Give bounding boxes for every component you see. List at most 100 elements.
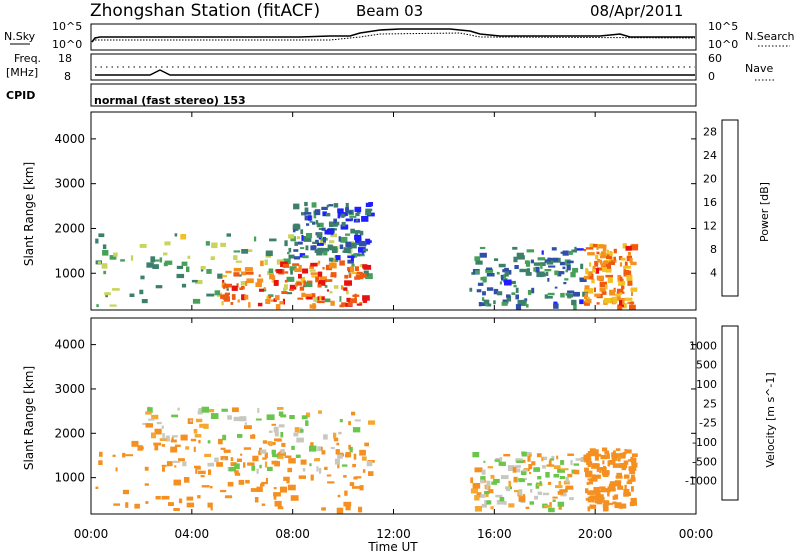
echo-cell xyxy=(209,485,213,489)
echo-cell xyxy=(239,287,243,290)
echo-cell xyxy=(607,277,613,283)
echo-cell xyxy=(113,252,118,257)
echo-cell xyxy=(496,271,500,275)
echo-cell xyxy=(630,477,636,482)
echo-cell xyxy=(350,257,354,261)
echo-cell xyxy=(588,271,593,276)
echo-cell xyxy=(490,474,495,479)
echo-cell xyxy=(630,497,637,503)
echo-cell xyxy=(553,473,560,478)
echo-cell xyxy=(228,467,236,472)
echo-cell xyxy=(193,428,198,434)
echo-cell xyxy=(548,265,556,268)
echo-cell xyxy=(310,272,318,275)
echo-cell xyxy=(612,495,616,500)
beam-label: Beam 03 xyxy=(356,2,423,20)
echo-cell xyxy=(560,292,565,298)
echo-cell xyxy=(508,270,512,275)
echo-cell xyxy=(206,409,215,413)
echo-cell xyxy=(109,304,117,307)
echo-cell xyxy=(147,407,153,413)
echo-cell xyxy=(485,269,494,273)
echo-cell xyxy=(339,304,344,308)
echo-cell xyxy=(344,280,352,286)
echo-cell xyxy=(597,267,605,271)
echo-cell xyxy=(478,261,482,264)
echo-cell xyxy=(352,463,356,468)
echo-cell xyxy=(565,488,568,493)
echo-cell xyxy=(536,482,543,485)
echo-cell xyxy=(626,275,633,281)
echo-cell xyxy=(603,508,608,512)
echo-cell xyxy=(531,287,535,294)
echo-cell xyxy=(277,455,284,459)
echo-cell xyxy=(341,464,348,467)
echo-cell xyxy=(345,233,351,236)
echo-cell xyxy=(261,481,268,485)
echo-cell xyxy=(333,437,339,442)
echo-cell xyxy=(522,469,528,472)
echo-cell xyxy=(201,485,210,488)
echo-cell xyxy=(527,268,530,274)
echo-cell xyxy=(537,483,543,487)
echo-cell xyxy=(273,492,281,497)
echo-cell xyxy=(485,493,489,497)
echo-cell xyxy=(293,432,299,437)
echo-cell xyxy=(336,442,340,446)
echo-cell xyxy=(580,263,584,270)
echo-cell xyxy=(328,204,334,207)
echo-cell xyxy=(197,495,201,499)
echo-cell xyxy=(237,299,240,303)
echo-cell xyxy=(606,254,612,260)
echo-cell xyxy=(470,477,474,484)
echo-cell xyxy=(274,431,279,437)
echo-cell xyxy=(630,287,638,292)
echo-cell xyxy=(341,213,345,218)
echo-cell xyxy=(197,470,206,475)
echo-cell xyxy=(186,502,195,508)
echo-cell xyxy=(624,449,627,455)
echo-cell xyxy=(557,271,565,275)
echo-cell xyxy=(611,456,618,461)
echo-cell xyxy=(345,241,352,247)
echo-cell xyxy=(537,491,543,495)
velocity-heatmap xyxy=(95,406,638,514)
echo-cell xyxy=(618,256,623,261)
echo-cell xyxy=(596,498,603,505)
colorbar-frame xyxy=(721,325,739,501)
echo-cell xyxy=(490,506,494,510)
echo-cell xyxy=(589,504,594,507)
echo-cell xyxy=(631,474,635,480)
echo-cell xyxy=(286,276,295,282)
echo-cell xyxy=(317,223,321,228)
echo-cell xyxy=(359,449,366,456)
echo-cell xyxy=(337,212,341,219)
echo-cell xyxy=(220,489,227,493)
echo-cell xyxy=(584,295,587,300)
echo-cell xyxy=(533,262,541,266)
echo-cell xyxy=(622,243,627,249)
colorbar-tick-label: 4 xyxy=(710,267,717,280)
echo-cell xyxy=(208,469,212,475)
echo-cell xyxy=(290,236,296,242)
echo-cell xyxy=(321,227,326,231)
echo-cell xyxy=(350,266,355,273)
echo-cell xyxy=(334,258,339,263)
echo-cell xyxy=(221,282,226,288)
echo-cell xyxy=(337,454,343,459)
echo-cell xyxy=(592,243,598,248)
echo-cell xyxy=(265,250,273,257)
echo-cell xyxy=(613,256,616,261)
echo-cell xyxy=(220,456,229,461)
echo-cell xyxy=(314,297,320,303)
echo-cell xyxy=(314,249,318,253)
echo-cell xyxy=(623,474,630,479)
echo-cell xyxy=(161,444,166,447)
echo-cell xyxy=(271,423,276,426)
echo-cell xyxy=(594,287,596,293)
nsky-tick-bottom: 10^0 xyxy=(52,38,82,51)
echo-cell xyxy=(316,222,324,228)
echo-cell xyxy=(233,250,241,253)
echo-cell xyxy=(349,446,353,453)
